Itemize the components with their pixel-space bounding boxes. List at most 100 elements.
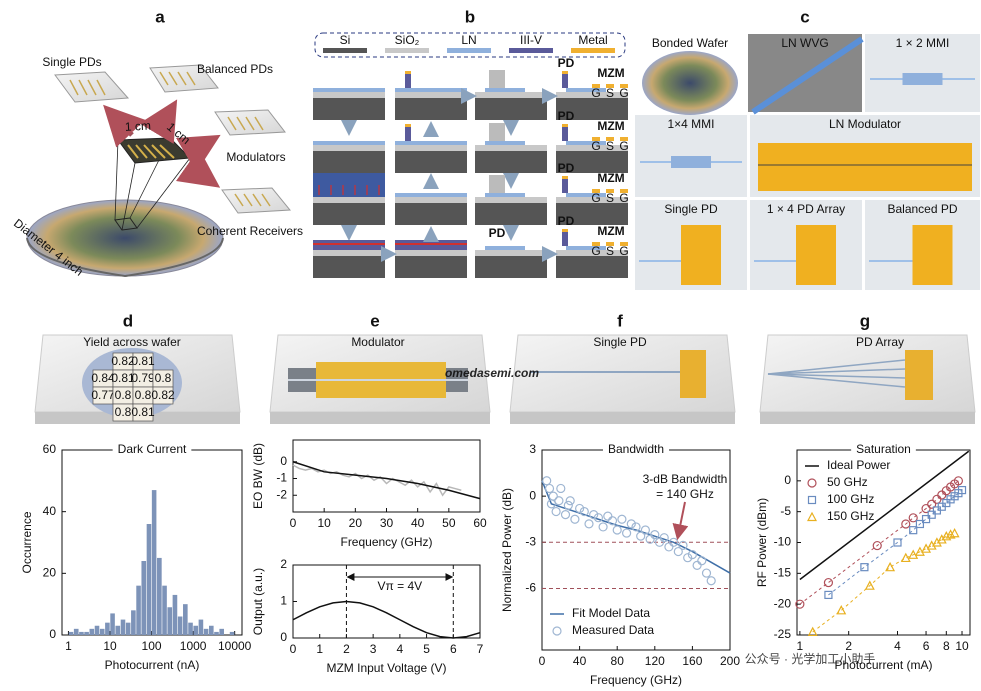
histogram-bar: [136, 585, 141, 635]
histogram-bar: [94, 625, 100, 635]
data-point: [565, 496, 575, 506]
y-axis-label: EO BW (dB): [251, 443, 265, 509]
device-label: MZM: [597, 66, 624, 80]
ln-layer: [566, 246, 606, 250]
electrode: [681, 225, 721, 285]
ln-layer: [485, 193, 525, 197]
yield-value: 0.84: [91, 371, 115, 385]
y-tick-label: 0: [280, 630, 287, 644]
legend-label: LN: [461, 33, 476, 47]
histogram-bar: [183, 604, 188, 635]
iii-v-stack: [562, 232, 568, 246]
iii-v-stack: [562, 74, 568, 88]
wafer-photo: [642, 51, 738, 115]
histogram-bar: [209, 625, 214, 635]
legend-label: 150 GHz: [827, 509, 874, 523]
micrograph-title: LN Modulator: [829, 117, 901, 131]
annotation-arrow: [672, 501, 689, 541]
y-tick-label: 1: [280, 594, 287, 608]
oxide: [475, 145, 547, 151]
y-tick-label: 40: [43, 504, 57, 518]
data-point: [645, 534, 655, 544]
plate-device: [186, 71, 196, 86]
x-tick-label: 1: [65, 639, 72, 653]
x-axis-label: Photocurrent (mA): [834, 658, 932, 672]
device-label: Coherent Receivers: [197, 224, 303, 238]
zoom-line: [121, 162, 136, 231]
metal: [405, 71, 411, 74]
substrate: [395, 203, 467, 225]
data-line: [292, 600, 481, 639]
chip-plate: [149, 64, 219, 93]
legend-swatch: [509, 48, 553, 53]
data-point: [936, 534, 947, 544]
panel-label: g: [860, 311, 870, 330]
histogram-bar: [188, 622, 193, 635]
iii-v-mesa: [489, 175, 505, 193]
device-label: MZM: [597, 119, 624, 133]
x-tick-label: 2: [343, 642, 350, 656]
data-point: [921, 503, 931, 514]
oxide: [313, 92, 385, 98]
y-tick-label: 0: [784, 473, 791, 487]
y-tick-label: 20: [43, 566, 57, 580]
panel-title: Yield across wafer: [83, 335, 181, 349]
y-tick-label: -25: [774, 627, 792, 641]
y-tick-label: 0: [49, 627, 56, 641]
data-point: [612, 525, 622, 535]
data-point: [584, 519, 594, 529]
ln-layer: [313, 88, 385, 92]
yield-value: 0.8: [115, 388, 132, 402]
electrode-label: G: [591, 244, 600, 258]
micrograph-title: 1 × 4 PD Array: [767, 202, 845, 216]
data-point: [664, 542, 674, 552]
panel-title: Modulator: [351, 335, 404, 349]
data-point: [692, 560, 702, 570]
oxide: [556, 250, 628, 256]
yield-value: 0.8: [155, 371, 172, 385]
x-tick-label: 30: [380, 516, 394, 530]
chart-title: Saturation: [856, 442, 911, 456]
substrate: [556, 256, 628, 278]
annotation: 3-dB Bandwidth: [643, 472, 728, 486]
data-point: [603, 511, 613, 521]
x-tick-label: 0: [290, 516, 297, 530]
data-point: [860, 563, 869, 572]
y-tick-label: 3: [529, 442, 536, 456]
data-point: [650, 530, 660, 540]
iii-v-stack: [405, 74, 411, 88]
yield-value: 0.81: [131, 354, 155, 368]
electrode: [758, 143, 972, 191]
x-tick-label: 0: [290, 642, 297, 656]
plate-edge: [510, 412, 735, 424]
plate-device: [243, 193, 253, 207]
data-point: [607, 516, 618, 526]
device-label: MZM: [597, 171, 624, 185]
plate-edge: [270, 412, 490, 424]
data-point: [953, 476, 964, 486]
device-label: Single PDs: [42, 55, 101, 69]
watermark: 公众号 · 光学加工小助手: [745, 651, 876, 666]
ln-layer: [566, 141, 606, 145]
yield-value: 0.82: [111, 354, 135, 368]
histogram-bar: [105, 622, 110, 635]
legend-box: [314, 32, 626, 58]
mmi: [902, 73, 943, 85]
y-tick-label: 60: [43, 442, 57, 456]
electrode: [796, 225, 836, 285]
x-tick-label: 4: [397, 642, 404, 656]
y-tick-label: -10: [774, 535, 792, 549]
plot-frame: [292, 439, 481, 513]
ln-layer: [485, 88, 525, 92]
y-axis-label: Occurrence: [20, 511, 34, 573]
plate-device: [252, 193, 262, 207]
oxide: [313, 145, 385, 151]
iii-v-mesa: [489, 123, 505, 141]
data-point: [548, 491, 558, 501]
data-point: [701, 568, 712, 578]
x-tick-label: 4: [894, 639, 901, 653]
histogram-bar: [229, 631, 235, 635]
substrate: [395, 98, 467, 120]
data-point: [654, 537, 665, 547]
data-point: [560, 510, 571, 520]
